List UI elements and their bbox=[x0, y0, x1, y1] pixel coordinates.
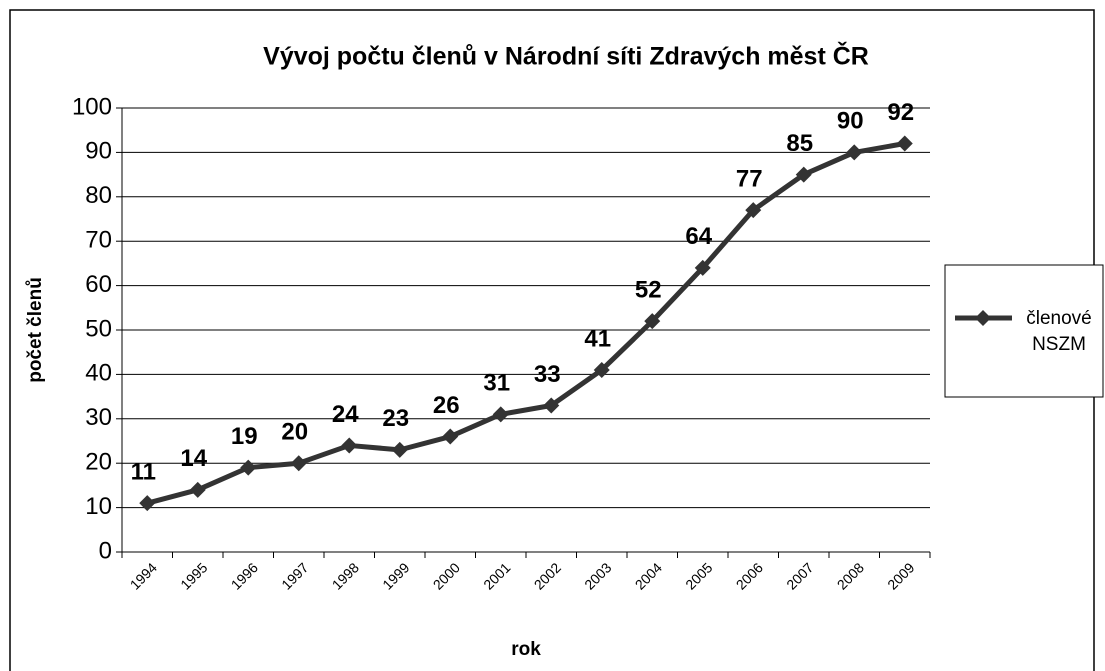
data-point bbox=[896, 135, 913, 152]
data-label: 14 bbox=[180, 445, 207, 472]
data-point bbox=[745, 202, 762, 219]
y-tick-label: 90 bbox=[85, 138, 112, 165]
legend-label: členové NSZM bbox=[1026, 308, 1092, 355]
y-tick-label: 50 bbox=[85, 315, 112, 342]
data-point bbox=[391, 441, 408, 458]
y-tick-label: 10 bbox=[85, 493, 112, 520]
data-point bbox=[694, 259, 711, 276]
data-label: 20 bbox=[281, 419, 308, 446]
data-point bbox=[543, 397, 560, 414]
data-point bbox=[644, 313, 661, 330]
data-point bbox=[442, 428, 459, 445]
y-tick-label: 100 bbox=[72, 93, 112, 120]
data-label: 90 bbox=[837, 108, 864, 135]
y-tick-label: 30 bbox=[85, 404, 112, 431]
chart-frame bbox=[9, 9, 1095, 671]
data-label: 85 bbox=[786, 130, 813, 157]
data-point bbox=[240, 459, 257, 476]
y-tick-label: 70 bbox=[85, 227, 112, 254]
data-label: 24 bbox=[332, 401, 359, 428]
data-point bbox=[341, 437, 358, 454]
data-point bbox=[139, 495, 156, 512]
legend-box bbox=[944, 264, 1104, 398]
data-point bbox=[189, 481, 206, 498]
data-label: 41 bbox=[584, 325, 611, 352]
series-line bbox=[146, 141, 906, 506]
data-point bbox=[492, 406, 509, 423]
legend-marker bbox=[975, 310, 991, 326]
y-axis-label: počet členů bbox=[25, 277, 46, 383]
data-label: 64 bbox=[685, 223, 712, 250]
data-label: 31 bbox=[483, 370, 510, 397]
y-tick-label: 0 bbox=[99, 537, 112, 564]
data-point bbox=[593, 361, 610, 378]
data-label: 77 bbox=[736, 165, 763, 192]
data-label: 23 bbox=[382, 405, 409, 432]
data-label: 11 bbox=[131, 459, 156, 486]
data-label: 26 bbox=[433, 392, 460, 419]
y-tick-label: 20 bbox=[85, 449, 112, 476]
y-tick-label: 60 bbox=[85, 271, 112, 298]
data-label: 33 bbox=[534, 361, 561, 388]
data-point bbox=[846, 144, 863, 161]
y-tick-label: 80 bbox=[85, 182, 112, 209]
data-label: 19 bbox=[231, 423, 258, 450]
data-label: 92 bbox=[887, 99, 914, 126]
chart-title: Vývoj počtu členů v Národní síti Zdravýc… bbox=[263, 41, 869, 71]
data-label: 52 bbox=[635, 276, 662, 303]
y-tick-label: 40 bbox=[85, 360, 112, 387]
data-point bbox=[795, 166, 812, 183]
x-axis-label: rok bbox=[511, 639, 541, 660]
data-point bbox=[290, 455, 307, 472]
